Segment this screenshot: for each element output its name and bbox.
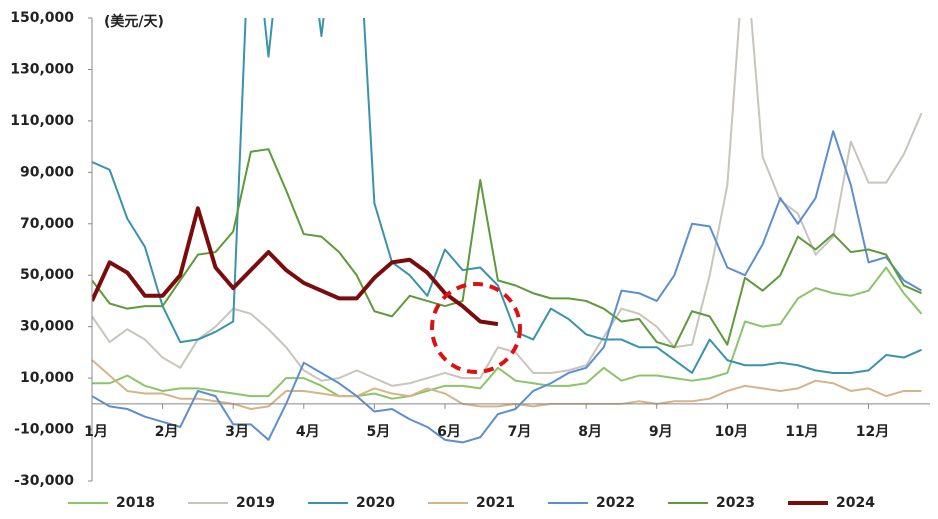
y-tick-label: 90,000: [20, 164, 74, 180]
series-line: [92, 266, 923, 400]
legend-label: 2023: [716, 495, 755, 511]
highlight-circle: [430, 282, 522, 374]
series-line: [92, 18, 923, 387]
y-tick-label: -10,000: [14, 422, 74, 438]
series-line: [92, 206, 499, 327]
y-tick-label: 110,000: [10, 113, 74, 129]
y-tick-label: 70,000: [20, 216, 74, 232]
legend-label: 2022: [596, 495, 635, 511]
x-tick-label: 10月: [715, 424, 748, 440]
x-tick-label: 11月: [785, 424, 818, 440]
unit-label: (美元/天): [104, 13, 164, 30]
x-tick-label: 1月: [84, 424, 108, 440]
legend-label: 2020: [356, 495, 395, 511]
y-tick-label: 30,000: [20, 319, 74, 335]
x-tick-label: 6月: [437, 424, 461, 440]
legend-label: 2021: [476, 495, 515, 511]
plot-area: [92, 18, 923, 444]
series-line: [92, 18, 922, 374]
y-tick-label: 130,000: [10, 61, 74, 77]
legend-label: 2018: [116, 495, 155, 511]
series-line: [92, 130, 922, 444]
x-tick-label: 3月: [225, 424, 249, 440]
x-tick-label: 5月: [366, 424, 390, 440]
x-tick-label: 7月: [508, 424, 532, 440]
y-tick-label: 10,000: [20, 370, 74, 386]
x-tick-label: 12月: [856, 424, 889, 440]
y-tick-label: 150,000: [10, 10, 74, 26]
series-line: [92, 359, 922, 410]
x-tick-label: 9月: [649, 424, 673, 440]
x-tick-label: 4月: [296, 424, 320, 440]
legend-label: 2019: [236, 495, 275, 511]
y-tick-label: 50,000: [20, 267, 74, 283]
legend-label: 2024: [836, 495, 875, 511]
y-tick-label: -30,000: [14, 473, 74, 489]
series-line: [92, 148, 922, 349]
x-tick-label: 2月: [155, 424, 179, 440]
x-tick-label: 8月: [578, 424, 602, 440]
